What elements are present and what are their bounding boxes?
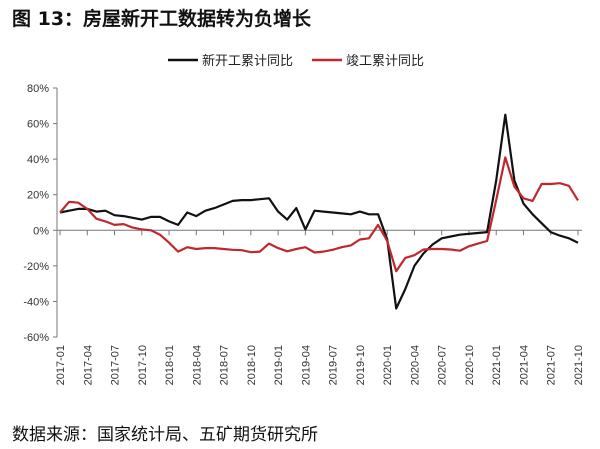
x-tick-label: 2017-07 bbox=[110, 345, 122, 385]
x-tick-label: 2021-07 bbox=[546, 345, 558, 385]
x-tick-label: 2020-04 bbox=[409, 345, 421, 385]
x-tick-label: 2019-01 bbox=[273, 345, 285, 385]
x-tick-label: 2018-10 bbox=[246, 345, 258, 385]
y-tick-label: -60% bbox=[23, 332, 49, 344]
y-tick-label: 80% bbox=[27, 83, 49, 95]
y-tick-label: 0% bbox=[33, 225, 49, 237]
series-line-2 bbox=[59, 156, 579, 273]
x-tick-label: 2017-01 bbox=[55, 345, 67, 385]
x-tick-label: 2020-07 bbox=[437, 345, 449, 385]
legend-label: 新开工累计同比 bbox=[202, 53, 293, 69]
x-tick-label: 2020-10 bbox=[464, 345, 476, 385]
x-tick-label: 2021-01 bbox=[491, 345, 503, 385]
legend-label: 竣工累计同比 bbox=[346, 54, 424, 69]
y-tick-label: 60% bbox=[27, 119, 49, 131]
x-tick-label: 2017-04 bbox=[82, 345, 94, 385]
y-tick-label: -20% bbox=[23, 261, 49, 273]
y-tick-label: 20% bbox=[27, 190, 49, 202]
x-tick-label: 2019-10 bbox=[355, 345, 367, 385]
x-tick-label: 2017-10 bbox=[137, 345, 149, 385]
source-note: 数据来源：国家统计局、五矿期货研究所 bbox=[12, 425, 318, 445]
x-tick-label: 2018-07 bbox=[219, 345, 231, 385]
x-tick-label: 2018-04 bbox=[191, 345, 203, 385]
series-line-1 bbox=[59, 113, 579, 310]
y-tick-label: -40% bbox=[23, 296, 49, 308]
x-tick-label: 2021-10 bbox=[573, 345, 585, 385]
figure-title: 图 13：房屋新开工数据转为负增长 bbox=[12, 8, 312, 30]
y-tick-label: 40% bbox=[27, 154, 49, 166]
x-tick-label: 2020-01 bbox=[382, 345, 394, 385]
x-tick-label: 2019-04 bbox=[300, 345, 312, 385]
x-tick-label: 2019-07 bbox=[328, 345, 340, 385]
x-tick-label: 2021-04 bbox=[518, 345, 530, 385]
x-tick-label: 2018-01 bbox=[164, 345, 176, 385]
